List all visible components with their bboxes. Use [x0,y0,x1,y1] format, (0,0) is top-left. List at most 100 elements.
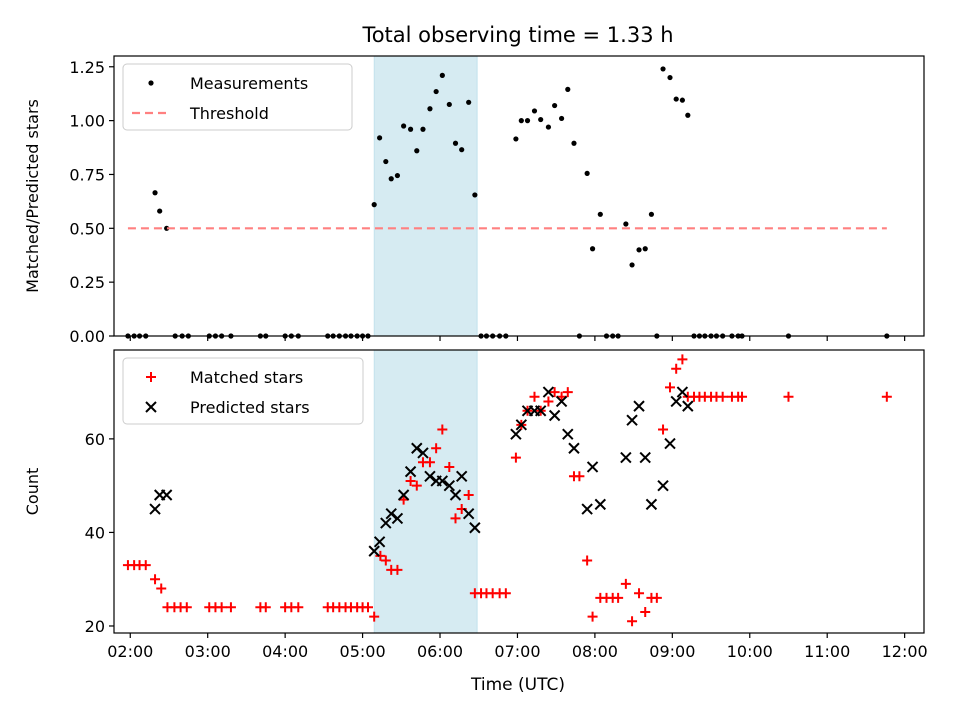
x-tick-label: 07:00 [494,642,540,661]
y-tick-label: 0.25 [69,273,105,292]
data-point [534,405,547,417]
data-point [150,574,161,585]
data-point [463,490,474,501]
data-point [466,99,472,105]
x-tick-label: 08:00 [572,642,618,661]
data-point [216,602,227,613]
legend-label: Threshold [189,104,269,123]
data-point [157,208,163,214]
data-point [472,192,478,198]
observing-span [373,349,478,634]
x-tick-label: 11:00 [804,642,850,661]
data-point [369,611,380,622]
data-point [582,555,593,566]
data-point [587,611,598,622]
data-point [152,190,158,196]
data-point [562,387,573,398]
data-point [394,172,401,179]
data-point [518,118,524,124]
data-point [524,118,531,124]
data-point [424,457,435,468]
x-tick-label: 10:00 [727,642,773,661]
data-point [225,602,236,613]
data-point [627,616,638,627]
series-predicted-stars [149,386,694,557]
data-point [562,428,574,440]
data-point [552,102,558,109]
data-point [377,135,383,141]
data-point [164,225,170,231]
x-axis-label: Time (UTC) [470,675,565,695]
data-point [433,88,439,95]
data-point [673,96,679,102]
legend-marker [148,80,154,86]
data-point [629,262,635,268]
legend-label: Predicted stars [190,398,310,417]
data-point [459,147,465,153]
data-point [404,465,417,478]
data-point [462,508,475,520]
data-point [450,513,461,524]
data-point [443,479,456,492]
legend-marker [146,372,156,382]
data-point [613,592,624,603]
data-point [620,451,632,464]
data-point [667,74,673,81]
data-point [581,503,593,515]
data-point [664,437,676,450]
data-point [571,140,577,146]
data-point [515,419,528,431]
legend: Measurements Threshold [122,63,353,131]
legend-box [122,63,353,131]
data-point [685,112,691,118]
data-point [679,97,685,103]
data-point [677,354,688,365]
x-tick-label: 05:00 [340,642,386,661]
data-point [670,395,682,408]
data-point [368,545,380,557]
data-point [584,170,590,176]
y-tick-label: 40 [85,523,105,542]
data-point [545,124,552,130]
data-point [542,386,555,398]
data-point [391,512,404,525]
data-point [783,391,794,402]
x-tick-label: 02:00 [107,642,153,661]
data-point [549,387,560,398]
data-point [446,101,452,108]
data-point [455,470,468,483]
y-axis-label: Count [23,468,42,516]
x-tick-label: 04:00 [262,642,308,661]
legend: Matched stars Predicted stars [122,357,364,425]
x-tick-label: 12:00 [882,642,928,661]
data-point [682,400,694,412]
data-point [651,592,662,603]
data-point [405,475,416,486]
data-point [538,116,544,123]
legend-label: Measurements [190,74,308,93]
data-point [500,588,511,599]
data-point [449,489,462,501]
data-point [181,602,192,613]
data-point [392,564,403,575]
data-point [671,363,682,374]
data-point [380,517,392,529]
data-point [568,442,580,454]
x-tick-label: 03:00 [185,642,231,661]
legend-box [122,357,364,425]
data-point [375,550,386,561]
data-point [424,470,436,483]
data-point [417,447,429,459]
data-point [676,386,689,398]
data-point [531,108,538,114]
data-point [529,391,540,402]
data-point [636,247,642,253]
data-point [140,560,151,571]
data-point [639,451,651,464]
axes-frame [113,349,925,634]
x-tick-label: 06:00 [417,642,463,661]
data-point [293,602,304,613]
panel-count: 02:00 03:00 04:00 05:00 06:00 07:00 08:00 09:00… [23,349,928,661]
data-point [373,536,386,548]
